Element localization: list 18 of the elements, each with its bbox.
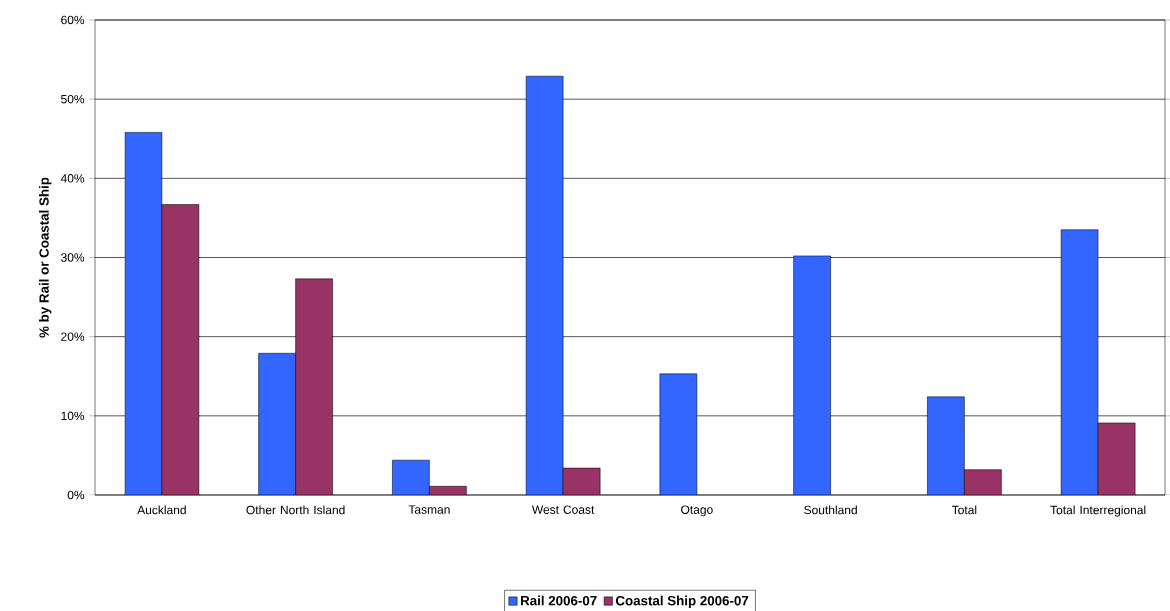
y-tick-label: 60% bbox=[61, 15, 85, 25]
legend-label: Rail 2006-07 bbox=[520, 595, 597, 606]
y-tick-label: 10% bbox=[61, 411, 85, 421]
x-tick-label: Total Interregional bbox=[1050, 505, 1146, 517]
x-tick-label: Tasman bbox=[408, 505, 450, 514]
y-axis-title: % by Rail or Coastal Ship bbox=[39, 177, 52, 338]
x-tick-label: Otago bbox=[681, 505, 713, 517]
y-tick-label: 20% bbox=[61, 332, 85, 341]
x-tick-label: Total bbox=[951, 505, 977, 515]
legend-label: Coastal Ship 2006-07 bbox=[615, 595, 749, 609]
x-tick-label: West Coast bbox=[531, 505, 595, 514]
y-tick-label: 30% bbox=[61, 253, 85, 262]
x-tick-label: Southland bbox=[804, 505, 857, 515]
y-tick-label: 0% bbox=[67, 490, 85, 500]
y-tick-label: 50% bbox=[61, 94, 85, 104]
x-tick-label: Auckland bbox=[137, 505, 186, 515]
y-tick-label: 40% bbox=[60, 174, 85, 183]
x-tick-label: Other North Island bbox=[246, 505, 345, 515]
